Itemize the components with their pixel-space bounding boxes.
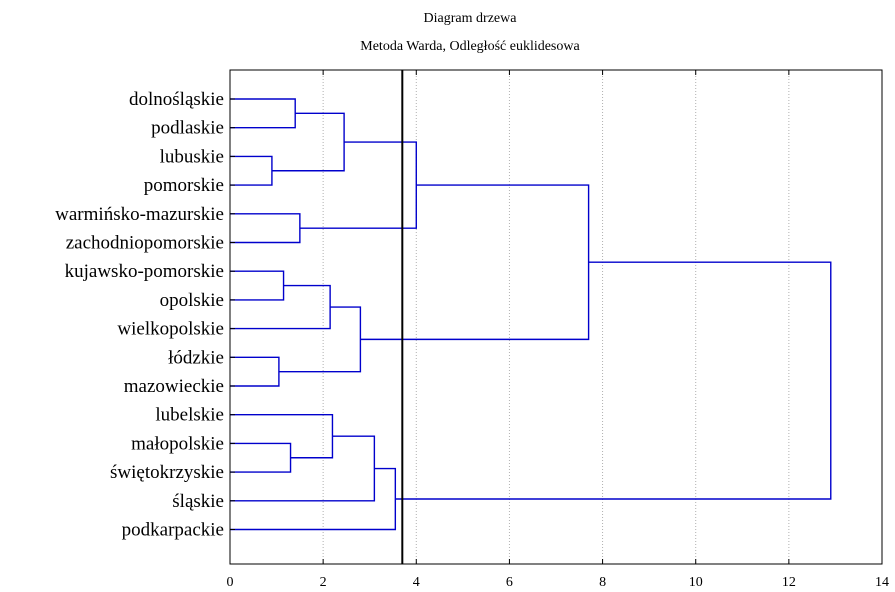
x-tick-label: 12 bbox=[782, 575, 796, 590]
x-tick-label: 4 bbox=[413, 575, 420, 590]
leaf-label: świętokrzyskie bbox=[110, 462, 224, 483]
dendrogram-link bbox=[230, 356, 280, 387]
dendrogram-link bbox=[230, 98, 296, 129]
x-tick-label: 8 bbox=[599, 575, 606, 590]
x-tick-label: 10 bbox=[689, 575, 703, 590]
leaf-label: podkarpackie bbox=[122, 520, 224, 541]
chart-subtitle: Metoda Warda, Odległość euklidesowa bbox=[360, 39, 580, 54]
x-tick-label: 2 bbox=[320, 575, 327, 590]
dendrogram-link bbox=[230, 213, 301, 244]
leaf-label: lubelskie bbox=[155, 405, 224, 426]
leaf-label: mazowieckie bbox=[124, 376, 224, 397]
dendrogram-link bbox=[230, 155, 273, 186]
dendrogram-link bbox=[230, 442, 292, 473]
x-tick-label: 14 bbox=[875, 575, 889, 590]
dendrogram-link bbox=[230, 435, 376, 502]
leaf-label: warmińsko-mazurskie bbox=[55, 204, 224, 225]
dendrogram-links bbox=[230, 98, 832, 531]
leaf-label: łódzkie bbox=[168, 347, 224, 368]
chart-title: Diagram drzewa bbox=[424, 11, 518, 26]
dendrogram-link bbox=[395, 261, 832, 500]
x-tick-label: 6 bbox=[506, 575, 513, 590]
leaf-label: dolnośląskie bbox=[129, 89, 224, 110]
dendrogram-link bbox=[230, 270, 285, 301]
leaf-label: wielkopolskie bbox=[117, 319, 224, 340]
leaf-label: opolskie bbox=[160, 290, 224, 311]
leaf-labels: dolnośląskie podlaskie lubuskie pomorskie wa… bbox=[55, 89, 235, 541]
dendrogram-link bbox=[230, 467, 397, 531]
leaf-label: zachodniopomorskie bbox=[66, 233, 224, 254]
grid-lines bbox=[322, 70, 790, 564]
leaf-label: lubuskie bbox=[160, 146, 224, 167]
dendrogram-link bbox=[278, 306, 362, 373]
plot-frame bbox=[229, 69, 883, 565]
leaf-label: pomorskie bbox=[144, 175, 224, 196]
leaf-label: małopolskie bbox=[131, 433, 224, 454]
dendrogram-link bbox=[230, 414, 334, 459]
leaf-label: podlaskie bbox=[151, 118, 224, 139]
dendrogram-link bbox=[230, 284, 331, 330]
dendrogram-link bbox=[271, 112, 345, 172]
dendrogram-link bbox=[299, 141, 417, 229]
x-tick-label: 0 bbox=[227, 575, 234, 590]
leaf-label: kujawsko-pomorskie bbox=[65, 261, 224, 282]
x-axis: 0 2 4 6 8 10 12 14 bbox=[227, 70, 889, 590]
dendrogram-link bbox=[360, 184, 590, 341]
leaf-label: śląskie bbox=[172, 491, 224, 512]
